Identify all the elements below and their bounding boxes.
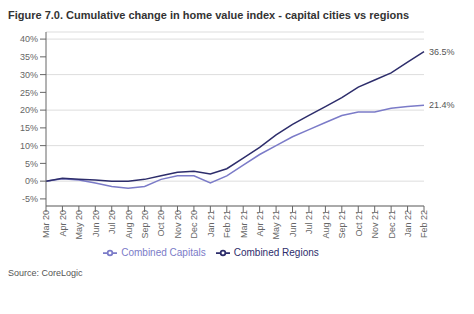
svg-text:Jan 21: Jan 21: [206, 210, 216, 237]
svg-text:Nov 21: Nov 21: [370, 210, 380, 239]
svg-text:10%: 10%: [20, 141, 38, 151]
html-text:Figure 7.0. Cumulative change: Figure 7.0. Cumulative change in home va…: [8, 9, 409, 21]
svg-text:21.4%: 21.4%: [429, 100, 455, 110]
svg-text:Jul 21: Jul 21: [304, 210, 314, 234]
svg-text:Jun 21: Jun 21: [288, 210, 298, 237]
svg-text:Apr 21: Apr 21: [255, 210, 265, 237]
svg-text:Jun 20: Jun 20: [91, 210, 101, 237]
html-text:Combined Regions: Combined Regions: [233, 246, 319, 258]
svg-text:May 21: May 21: [271, 210, 281, 240]
svg-text:Dec 20: Dec 20: [189, 210, 199, 239]
svg-text:Nov 20: Nov 20: [173, 210, 183, 239]
svg-text:Feb 21: Feb 21: [222, 210, 232, 238]
svg-text:Mar 21: Mar 21: [239, 210, 249, 238]
svg-text:30%: 30%: [20, 70, 38, 80]
svg-text:Dec 21: Dec 21: [387, 210, 397, 239]
svg-text:35%: 35%: [20, 52, 38, 62]
svg-text:5%: 5%: [25, 159, 38, 169]
svg-text:25%: 25%: [20, 88, 38, 98]
svg-text:Aug 21: Aug 21: [321, 210, 331, 239]
svg-text:Sep 20: Sep 20: [140, 210, 150, 239]
svg-text:40%: 40%: [20, 34, 38, 44]
svg-text:Apr 20: Apr 20: [58, 210, 68, 237]
svg-text:0%: 0%: [25, 176, 38, 186]
svg-text:20%: 20%: [20, 105, 38, 115]
svg-text:Oct 21: Oct 21: [354, 210, 364, 237]
html-text:Source: CoreLogic: Source: CoreLogic: [8, 268, 83, 278]
svg-text:Jan 22: Jan 22: [403, 210, 413, 237]
svg-text:15%: 15%: [20, 123, 38, 133]
svg-text:Oct 20: Oct 20: [156, 210, 166, 237]
svg-text:36.5%: 36.5%: [429, 47, 455, 57]
svg-text:Feb 22: Feb 22: [419, 210, 429, 238]
html-text:Combined Capitals: Combined Capitals: [121, 246, 206, 258]
svg-text:May 20: May 20: [74, 210, 84, 240]
svg-text:Sep 21: Sep 21: [337, 210, 347, 239]
svg-text:Mar 20: Mar 20: [41, 210, 51, 238]
svg-text:Aug 20: Aug 20: [124, 210, 134, 239]
svg-text:-5%: -5%: [22, 194, 38, 204]
svg-text:Jul 20: Jul 20: [107, 210, 117, 234]
